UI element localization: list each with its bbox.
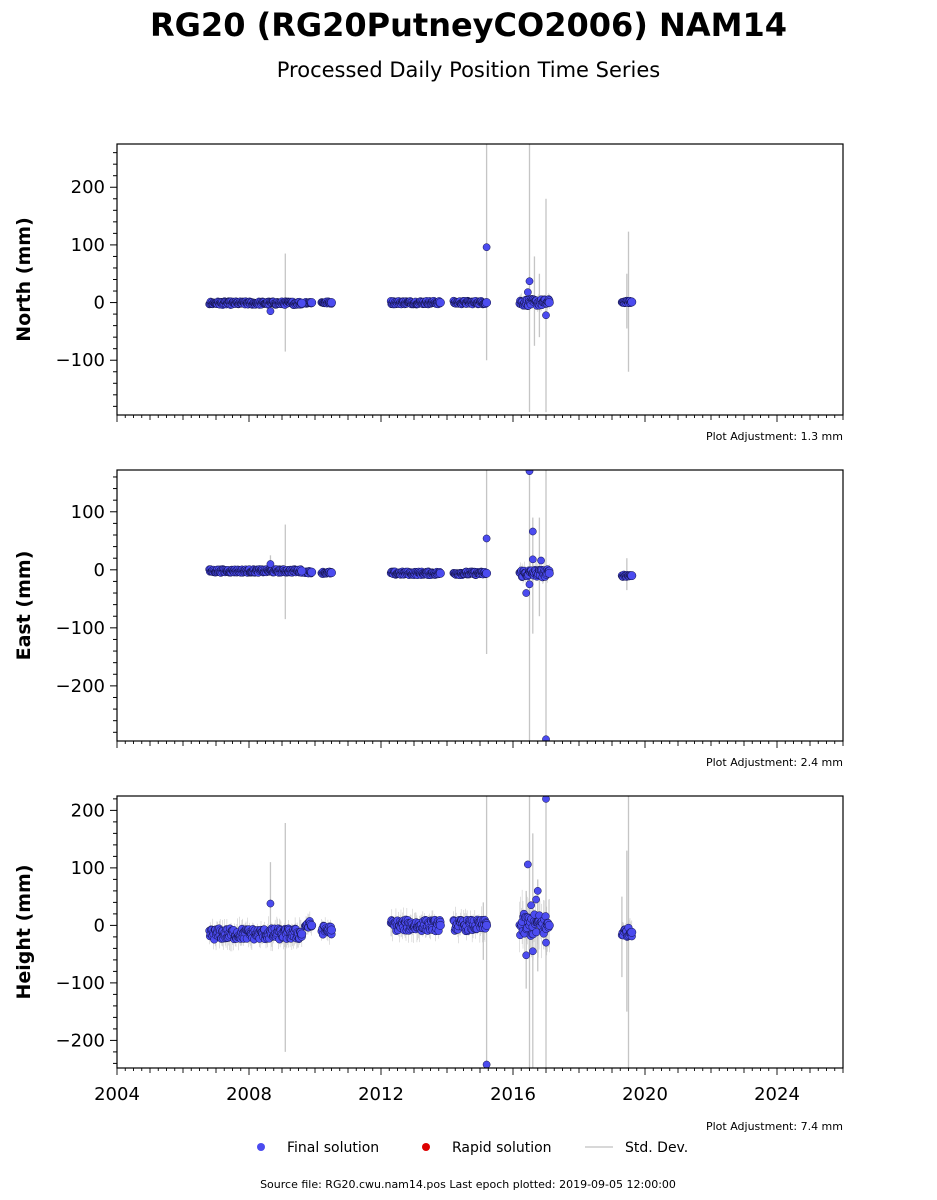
page-subtitle: Processed Daily Position Time Series	[276, 58, 661, 82]
y-axis-label: East (mm)	[13, 551, 35, 661]
final-solution-point	[522, 589, 531, 597]
x-tick-label: 2020	[622, 1084, 668, 1105]
final-solution-point	[528, 555, 537, 564]
plot-adjustment-label: Plot Adjustment: 2.4 mm	[706, 756, 843, 769]
final-solution-point	[482, 534, 491, 543]
final-solution-point	[544, 920, 554, 930]
y-tick-label: 0	[94, 915, 105, 936]
plot-adjustment-label: Plot Adjustment: 1.3 mm	[706, 430, 843, 443]
panel-frame	[116, 143, 844, 416]
legend-std-label: Std. Dev.	[625, 1140, 688, 1156]
panel-frame	[116, 469, 844, 742]
panel-plot-area	[205, 796, 637, 1068]
final-solution-point	[482, 568, 492, 578]
final-solution-point	[627, 927, 637, 937]
final-solution-point	[524, 860, 532, 869]
final-solution-point	[525, 277, 534, 286]
y-tick-label: 200	[71, 800, 105, 821]
panel-north: −100 0 100 200 North (mm) Plot Adjustment: 1.…	[13, 143, 844, 443]
final-solution-point	[527, 901, 536, 910]
final-solution-point	[297, 566, 307, 576]
final-solution-point	[524, 288, 532, 297]
final-solution-point	[327, 568, 336, 578]
final-solution-point	[532, 895, 540, 904]
final-solution-point	[522, 951, 531, 960]
final-solution-point	[542, 796, 550, 803]
y-tick-label: 100	[71, 502, 105, 523]
final-solution-point	[435, 298, 445, 308]
final-solution-point	[537, 556, 545, 565]
final-solution-point	[435, 568, 445, 578]
y-tick-label: −100	[56, 350, 105, 371]
y-axis-label: North (mm)	[13, 217, 35, 342]
final-solution-point	[266, 560, 275, 568]
x-tick-label: 2024	[754, 1084, 800, 1105]
final-solution-point	[627, 571, 637, 581]
final-solution-point	[307, 567, 317, 577]
final-solution-point	[528, 527, 537, 536]
x-tick-label: 2012	[358, 1084, 404, 1105]
final-solution-point	[435, 920, 445, 930]
final-solution-point	[307, 298, 317, 308]
final-solution-point	[525, 470, 534, 476]
final-solution-point	[525, 580, 534, 589]
final-solution-point	[266, 307, 275, 316]
y-tick-label: 100	[71, 858, 105, 879]
final-solution-point	[544, 298, 554, 308]
y-tick-label: −100	[56, 973, 105, 994]
legend-final-marker	[257, 1143, 265, 1151]
final-solution-point	[307, 920, 317, 930]
final-solution-point	[482, 298, 492, 308]
panel-plot-area	[205, 470, 637, 741]
legend-rapid-marker	[422, 1143, 430, 1151]
final-solution-point	[482, 1060, 491, 1068]
final-solution-point	[627, 297, 637, 307]
legend-rapid-label: Rapid solution	[452, 1140, 552, 1156]
x-tick-label: 2016	[490, 1084, 536, 1105]
final-solution-point	[266, 899, 275, 908]
panel-east: −200 −100 0 100 East (mm) Plot Adjustment: 2.…	[13, 469, 844, 769]
final-solution-point	[528, 947, 537, 956]
final-solution-point	[327, 925, 336, 935]
y-tick-label: −200	[56, 676, 105, 697]
y-tick-label: 100	[71, 235, 105, 256]
final-solution-point	[542, 938, 550, 947]
source-info: Source file: RG20.cwu.nam14.pos Last epo…	[260, 1178, 676, 1191]
y-tick-label: −100	[56, 618, 105, 639]
legend-final-label: Final solution	[287, 1140, 379, 1156]
y-tick-label: 200	[71, 177, 105, 198]
y-tick-label: −200	[56, 1030, 105, 1051]
x-tick-label: 2004	[94, 1084, 140, 1105]
final-solution-point	[532, 928, 541, 937]
page-title: RG20 (RG20PutneyCO2006) NAM14	[150, 6, 787, 44]
final-solution-point	[297, 929, 307, 939]
final-solution-point	[482, 243, 491, 252]
panel-height: −200 −100 0 100 200 Height (mm) Plot Adjustmen…	[13, 795, 844, 1133]
final-solution-point	[482, 920, 492, 930]
plot-adjustment-label: Plot Adjustment: 7.4 mm	[706, 1120, 843, 1133]
legend: Final solution Rapid solution Std. Dev.	[257, 1140, 688, 1156]
final-solution-point	[544, 568, 554, 578]
final-solution-point	[327, 298, 336, 308]
y-tick-label: 0	[94, 293, 105, 314]
final-solution-point	[297, 298, 307, 308]
final-solution-point	[542, 735, 550, 741]
y-tick-label: 0	[94, 560, 105, 581]
final-solution-point	[533, 887, 542, 895]
x-tick-label: 2008	[226, 1084, 272, 1105]
y-axis-label: Height (mm)	[13, 864, 35, 999]
final-solution-point	[542, 311, 550, 320]
panel-plot-area	[205, 144, 637, 413]
